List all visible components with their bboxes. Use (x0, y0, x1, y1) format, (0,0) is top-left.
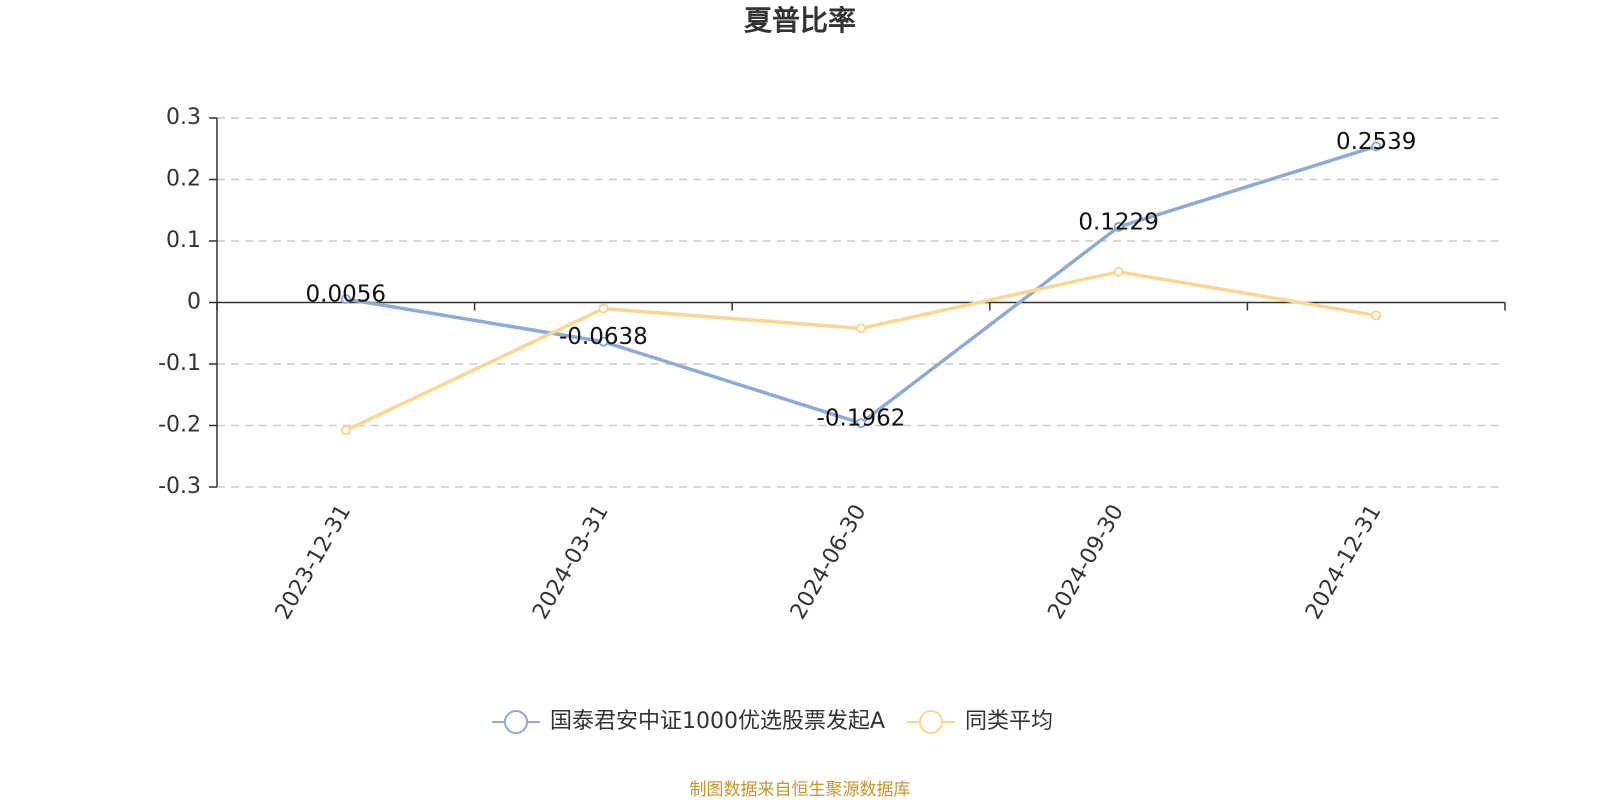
data-point (340, 425, 351, 436)
x-tick-label: 2023-12-31 (271, 501, 357, 624)
data-point (1113, 221, 1124, 232)
legend-label: 国泰君安中证1000优选股票发起A (550, 709, 885, 734)
y-tick-label: 0 (187, 290, 201, 315)
x-tick-label: 2024-09-30 (1043, 501, 1129, 624)
x-tick-label: 2024-06-30 (786, 501, 872, 624)
legend: 国泰君安中证1000优选股票发起A 同类平均 (492, 709, 1053, 734)
data-point (856, 418, 866, 429)
data-label: -0.1962 (817, 406, 906, 432)
legend-marker (504, 710, 528, 734)
y-tick-label: 0.3 (166, 105, 201, 130)
x-tick-label: 2024-12-31 (1301, 501, 1387, 624)
source-note: 制图数据来自恒生聚源数据库 (690, 780, 911, 800)
data-point (1371, 310, 1382, 321)
y-tick-label: -0.1 (158, 351, 201, 376)
y-tick-label: -0.3 (158, 474, 201, 499)
y-tick-label: 0.1 (166, 228, 201, 253)
legend-marker (919, 710, 944, 734)
data-label: 0.0056 (306, 282, 386, 308)
y-tick-label: 0.2 (166, 167, 201, 192)
legend-label: 同类平均 (965, 709, 1053, 734)
data-point (598, 336, 609, 347)
y-tick-label: -0.2 (158, 413, 201, 438)
series-line (345, 144, 1377, 426)
x-tick-label: 2024-03-31 (528, 501, 614, 624)
chart-title: 夏普比率 (744, 4, 856, 37)
data-point (856, 323, 866, 334)
data-point (340, 294, 351, 305)
data-label: 0.2539 (1336, 129, 1416, 155)
data-label: -0.0638 (559, 324, 648, 350)
data-point (598, 303, 609, 314)
data-point (1113, 266, 1124, 277)
data-label: 0.1229 (1078, 209, 1158, 235)
data-point (1371, 141, 1382, 152)
